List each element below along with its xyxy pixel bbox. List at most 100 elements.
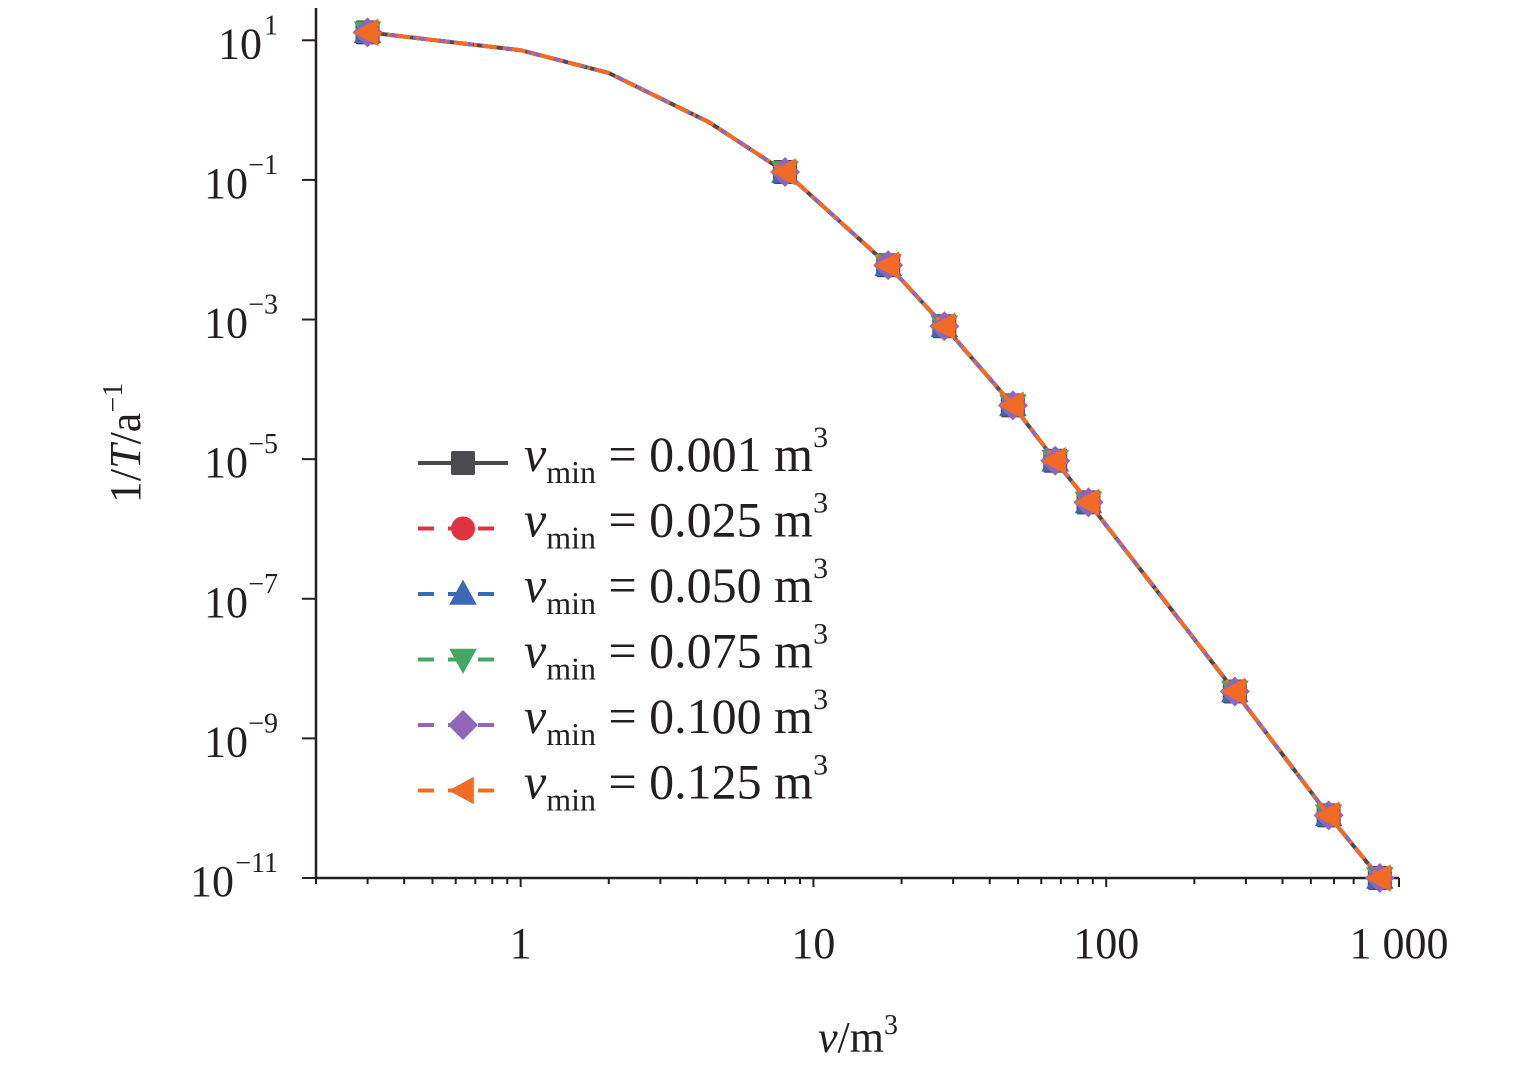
legend-sub: min	[546, 585, 596, 621]
legend-sup: 3	[813, 421, 828, 454]
legend-var: v	[524, 492, 547, 548]
legend-sub: min	[546, 651, 596, 687]
y-tick-exp: −11	[235, 848, 278, 879]
legend-sub: min	[546, 716, 596, 752]
legend-sup: 3	[813, 552, 828, 585]
legend-marker-triangle-left	[448, 776, 474, 805]
series-2	[353, 17, 1394, 889]
series-line	[367, 30, 1382, 880]
data-point-triangle-left	[873, 251, 899, 279]
x-label-var: v	[818, 1013, 838, 1062]
y-label-unit: /a	[101, 413, 150, 445]
y-tick-exp: −1	[248, 150, 278, 181]
legend-var: v	[524, 688, 547, 744]
y-tick-base: 10	[204, 299, 248, 348]
x-label-sup: 3	[884, 1010, 898, 1041]
y-tick-label: 10	[204, 159, 248, 208]
data-point-triangle-left	[770, 158, 796, 186]
legend-label: vmin = 0.050 m3	[524, 552, 828, 621]
legend-label: vmin = 0.001 m3	[524, 421, 828, 490]
legend-var: v	[524, 623, 547, 679]
series-5	[353, 18, 1391, 892]
data-point-triangle-left	[929, 312, 956, 341]
y-label-sup: −1	[98, 383, 129, 413]
series-line	[367, 30, 1382, 880]
y-tick-base: 10	[190, 857, 234, 906]
series-1	[355, 20, 1392, 890]
data-point-triangle-left	[1220, 677, 1246, 706]
legend-marker-diamond	[448, 710, 478, 740]
legend-var: v	[524, 426, 547, 482]
data-point-triangle-left	[1040, 446, 1067, 475]
data-point-triangle-left	[1074, 488, 1100, 517]
legend-item: vmin = 0.001 m3	[418, 421, 828, 490]
y-tick-exponent: −1	[248, 150, 278, 181]
y-axis-label: 1/T/a−1	[98, 383, 150, 503]
y-tick-label: 10	[204, 578, 248, 627]
legend-label: vmin = 0.100 m3	[524, 683, 828, 752]
series-3	[353, 21, 1394, 893]
y-tick-exp: −3	[248, 290, 278, 321]
series-line	[367, 30, 1382, 880]
y-tick-base: 10	[204, 438, 248, 487]
legend-marker-triangle-up	[449, 579, 477, 605]
legend-var: v	[524, 557, 547, 613]
y-tick-exp: 1	[264, 10, 278, 41]
legend-label: vmin = 0.125 m3	[524, 749, 828, 818]
y-tick-exponent: −9	[248, 708, 278, 739]
y-tick-exp: −9	[248, 708, 278, 739]
legend-item: vmin = 0.050 m3	[418, 552, 828, 621]
legend-text: = 0.025 m	[596, 492, 813, 548]
y-tick-exponent: −7	[248, 569, 278, 600]
x-axis-label: v/m3	[818, 1010, 898, 1062]
y-tick-label: 10	[204, 299, 248, 348]
legend-text: = 0.075 m	[596, 623, 813, 679]
x-tick-label: 1 000	[1350, 919, 1449, 968]
legend-marker-circle	[451, 516, 475, 541]
y-label-var: T	[101, 441, 150, 469]
legend-sub: min	[546, 520, 596, 556]
y-tick-exponent: −11	[235, 848, 278, 879]
legend-sub: min	[546, 454, 596, 490]
x-tick-label: 10	[791, 919, 835, 968]
legend-text: = 0.050 m	[596, 557, 813, 613]
legend-text: = 0.001 m	[596, 426, 813, 482]
legend-item: vmin = 0.025 m3	[418, 487, 828, 556]
data-point-triangle-left	[1365, 864, 1391, 892]
data-point-triangle-left	[353, 18, 379, 47]
y-tick-base: 10	[218, 19, 262, 68]
legend-label: vmin = 0.025 m3	[524, 487, 828, 556]
y-tick-exp: −7	[248, 569, 278, 600]
x-tick-label: 100	[1073, 919, 1139, 968]
series-line	[367, 30, 1382, 880]
x-label-unit: /m	[838, 1013, 884, 1062]
x-tick-label: 1	[510, 919, 532, 968]
y-tick-exponent: −5	[248, 429, 278, 460]
y-tick-base: 10	[204, 578, 248, 627]
legend-marker-triangle-down	[449, 648, 477, 674]
legend-text: = 0.100 m	[596, 688, 813, 744]
series-0	[355, 20, 1392, 890]
y-tick-label: 10	[218, 19, 262, 68]
y-tick-base: 10	[204, 159, 248, 208]
y-tick-exponent: −3	[248, 290, 278, 321]
legend-item: vmin = 0.100 m3	[418, 683, 828, 752]
y-tick-exp: −5	[248, 429, 278, 460]
legend-var: v	[524, 754, 547, 810]
y-tick-label: 10	[190, 857, 234, 906]
y-tick-label: 10	[204, 438, 248, 487]
legend-text: = 0.125 m	[596, 754, 813, 810]
legend-sup: 3	[813, 683, 828, 716]
data-point-triangle-left	[1314, 801, 1340, 830]
legend-item: vmin = 0.125 m3	[418, 749, 828, 818]
y-tick-label: 10	[204, 717, 248, 766]
legend-sub: min	[546, 782, 596, 818]
series-line	[367, 30, 1382, 880]
legend-label: vmin = 0.075 m3	[524, 618, 828, 687]
series-line	[367, 30, 1382, 880]
data-point-triangle-left	[998, 391, 1024, 420]
legend-sup: 3	[813, 618, 828, 651]
y-label-pre: 1/	[101, 468, 150, 503]
y-tick-base: 10	[204, 717, 248, 766]
